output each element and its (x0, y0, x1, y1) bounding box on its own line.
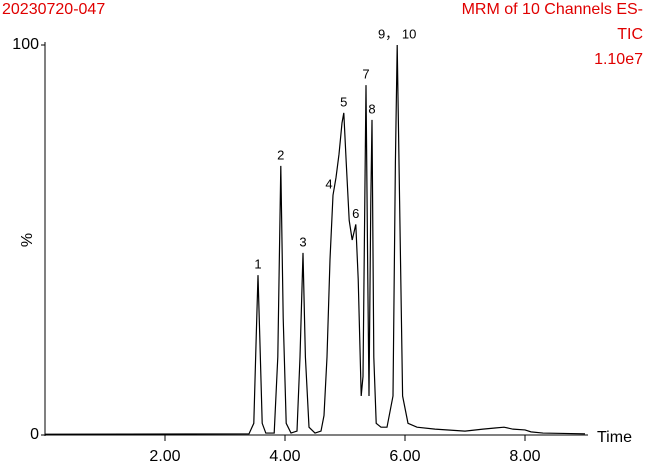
x-tick-label: 2.00 (149, 448, 180, 465)
x-tick-label: 4.00 (269, 448, 300, 465)
peak-label: 2 (277, 147, 284, 162)
peak-label: 4 (325, 177, 332, 192)
x-tick-label: 8.00 (509, 448, 540, 465)
chart-subtitle: TIC (617, 26, 643, 43)
y-tick-label: 0 (30, 426, 39, 443)
chart-subtitle: MRM of 10 Channels ES- (462, 1, 643, 18)
chart-title: 20230720-047 (2, 1, 105, 18)
trace (44, 44, 586, 435)
peak-label: 7 (362, 67, 369, 82)
peak-label: 5 (340, 94, 347, 109)
x-axis-label: Time (597, 429, 632, 446)
peak-label: 6 (352, 206, 359, 221)
x-tick-label: 6.00 (389, 448, 420, 465)
peak-label: 8 (368, 101, 375, 116)
y-tick-label: 100 (12, 36, 39, 53)
peak-label: 9， 10 (378, 26, 416, 41)
chart-subtitle: 1.10e7 (594, 51, 643, 68)
peak-label: 1 (254, 257, 261, 272)
y-axis-label: % (19, 233, 36, 247)
peak-label: 3 (299, 234, 306, 249)
